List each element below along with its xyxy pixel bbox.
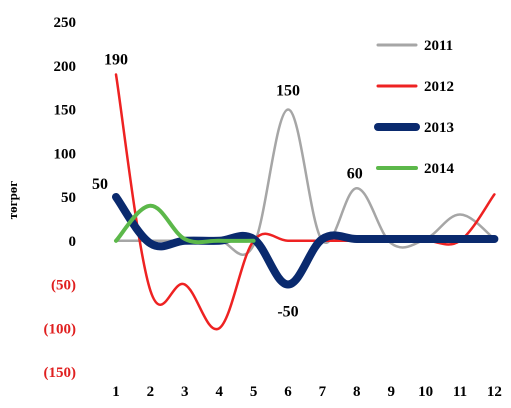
series-line-2012 <box>114 73 496 331</box>
x-tick-label: 1 <box>112 384 120 400</box>
x-tick-label: 7 <box>319 384 327 400</box>
series-line-2013 <box>112 193 499 289</box>
y-tick-label: 0 <box>69 234 77 250</box>
y-axis-title: төгрөг <box>5 181 20 220</box>
y-tick-label: 150 <box>54 103 77 119</box>
legend-label-2012: 2012 <box>424 79 454 95</box>
series-line-2014 <box>114 203 256 245</box>
data-labels: 190 50 150 60 -50 <box>92 52 363 321</box>
data-label: 60 <box>347 165 363 182</box>
x-tick-label: 4 <box>215 384 223 400</box>
x-tick-label: 11 <box>453 384 467 400</box>
x-tick-label: 2 <box>147 384 155 400</box>
legend-label-2014: 2014 <box>424 161 455 177</box>
y-tick-label: 50 <box>61 190 76 206</box>
data-label: 190 <box>104 52 128 69</box>
x-tick-label: 6 <box>284 384 292 400</box>
x-tick-label: 12 <box>487 384 502 400</box>
data-label: 50 <box>92 176 108 193</box>
series-lines <box>112 73 499 331</box>
x-tick-label: 3 <box>181 384 189 400</box>
data-label: 150 <box>276 83 300 100</box>
y-tick-label: 100 <box>54 146 77 162</box>
data-label: -50 <box>277 304 298 321</box>
y-tick-label: (150) <box>44 365 77 381</box>
x-tick-label: 5 <box>250 384 258 400</box>
y-axis-label: төгрөг <box>5 181 20 220</box>
x-tick-label: 10 <box>418 384 433 400</box>
y-tick-label: (50) <box>51 278 76 294</box>
x-tick-label: 9 <box>387 384 395 400</box>
x-tick-labels: 1 2 3 4 5 6 7 8 9 10 11 12 <box>112 384 502 400</box>
y-tick-label: 250 <box>54 15 77 31</box>
y-tick-label: (100) <box>44 321 77 337</box>
legend-label-2011: 2011 <box>424 38 453 54</box>
legend: 2011 2012 2013 2014 <box>374 38 455 177</box>
x-tick-label: 8 <box>353 384 361 400</box>
legend-label-2013: 2013 <box>424 120 454 136</box>
y-tick-labels: 250 200 150 100 50 0 (50) (100) (150) <box>44 15 77 381</box>
y-tick-label: 200 <box>54 59 77 75</box>
